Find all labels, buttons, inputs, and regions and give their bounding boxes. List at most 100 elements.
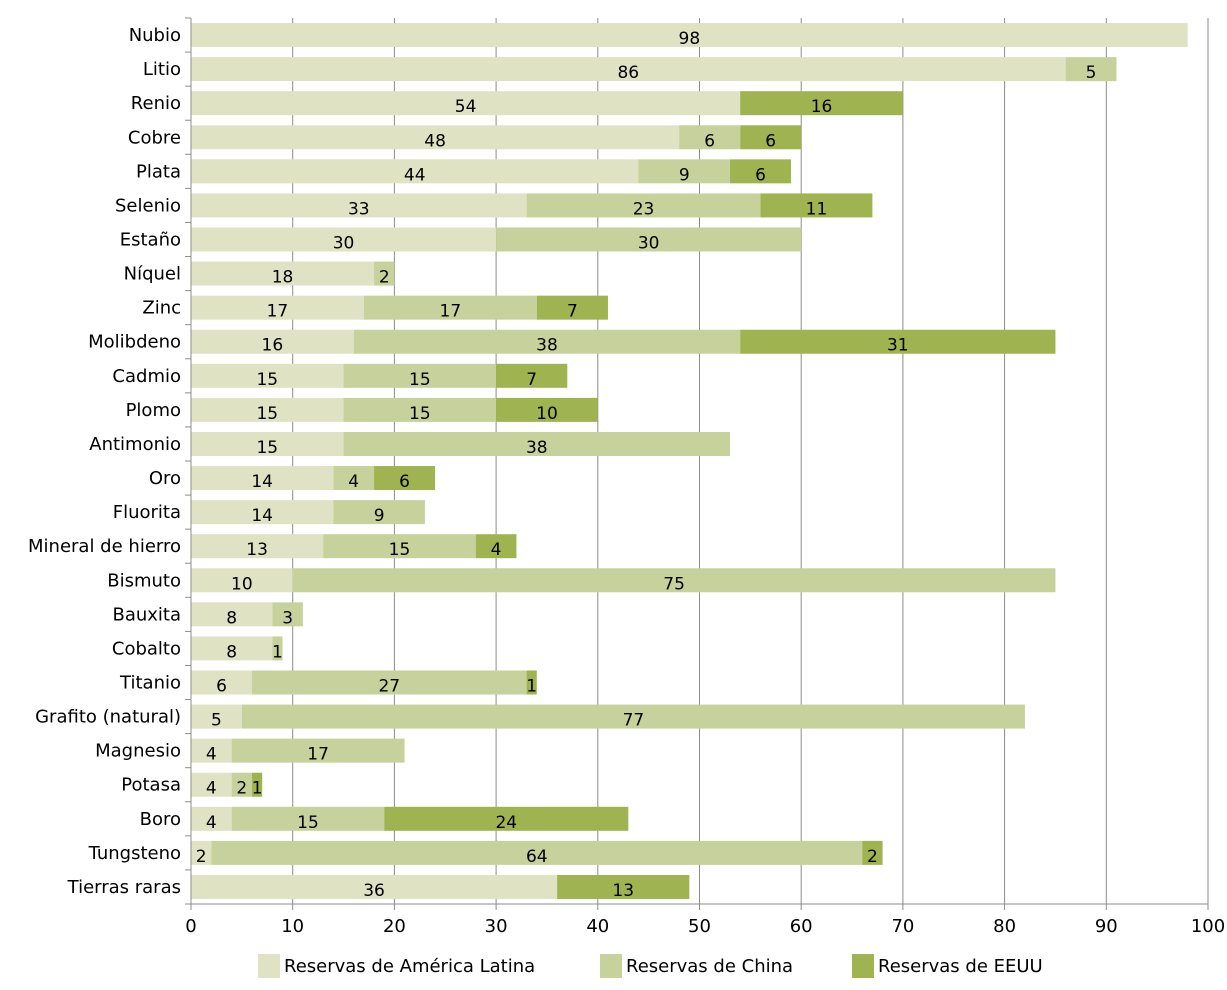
bar-segment [760, 193, 873, 218]
bar-segment [191, 874, 558, 899]
category-label: Molibdeno [88, 332, 181, 353]
data-label: 30 [333, 234, 355, 254]
category-label: Tungsteno [88, 843, 181, 864]
bar-segment [191, 23, 1188, 48]
category-label: Cobalto [112, 638, 181, 659]
data-label: 15 [256, 370, 278, 390]
bar-segment [191, 466, 334, 491]
category-label: Potasa [121, 775, 181, 796]
bar-segment [496, 227, 802, 252]
bar-segment [191, 227, 497, 252]
x-tick-label: 40 [586, 916, 609, 937]
bar-segment [191, 534, 324, 559]
legend-swatch [258, 954, 280, 978]
bar-segment [1065, 57, 1117, 82]
bar-segment [191, 431, 344, 456]
data-label: 17 [267, 302, 289, 322]
data-label: 4 [348, 472, 359, 492]
data-label: 8 [226, 642, 237, 662]
x-tick-label: 20 [383, 916, 406, 937]
x-tick-label: 80 [993, 916, 1016, 937]
data-label: 4 [206, 813, 217, 833]
data-label: 16 [811, 97, 833, 117]
category-label: Cobre [128, 127, 181, 148]
data-label: 64 [526, 847, 548, 867]
bar-segment [638, 159, 731, 184]
data-label: 27 [378, 677, 400, 697]
bar-segment [191, 363, 344, 388]
bar-segment [333, 500, 425, 525]
bar-segment [526, 670, 537, 695]
axes [185, 17, 1209, 910]
data-label: 77 [623, 711, 645, 731]
data-label: 3 [282, 608, 293, 628]
bar-segment [191, 91, 741, 116]
data-label: 5 [1086, 63, 1097, 83]
data-label: 6 [765, 131, 776, 151]
data-label: 38 [526, 438, 548, 458]
legend: Reservas de América Latina Reservas de Ch… [258, 954, 1043, 978]
x-tick-label: 10 [281, 916, 304, 937]
data-label: 48 [424, 131, 446, 151]
data-label: 38 [536, 336, 558, 356]
bar-segment [191, 159, 639, 184]
data-label: 98 [679, 29, 701, 49]
category-label: Boro [140, 809, 181, 830]
bar-segment [191, 57, 1066, 82]
data-label: 13 [612, 881, 634, 901]
data-label: 15 [297, 813, 319, 833]
bar-segment [191, 602, 273, 627]
legend-swatch [600, 954, 622, 978]
bar-segment [536, 295, 608, 320]
category-label: Estaño [120, 230, 181, 251]
data-label: 15 [389, 540, 411, 560]
bar-segment [191, 840, 212, 865]
bar-segment [252, 772, 263, 797]
bar-segment [272, 602, 303, 627]
data-label: 2 [867, 847, 878, 867]
bar-segment [496, 397, 598, 422]
bar-segment [496, 363, 568, 388]
bar-segment [191, 397, 344, 422]
data-label: 1 [526, 677, 537, 697]
bar-segment [740, 125, 802, 150]
bar-segment [740, 91, 903, 116]
x-tick-labels: 0 10 20 30 40 50 60 70 80 90 100 [185, 916, 1225, 937]
bar-segment [272, 636, 283, 661]
category-label: Titanio [119, 673, 181, 694]
data-label: 2 [196, 847, 207, 867]
category-label: Cadmio [112, 366, 181, 387]
data-label: 6 [399, 472, 410, 492]
bar-segment [384, 806, 629, 831]
bar-segment [241, 704, 1025, 729]
bar-segment [231, 772, 253, 797]
data-label: 1 [272, 642, 283, 662]
bar-segment [292, 568, 1056, 593]
bar-segment [191, 261, 375, 286]
x-tick-label: 60 [790, 916, 813, 937]
x-tick-label: 70 [891, 916, 914, 937]
data-label: 16 [262, 336, 284, 356]
data-label: 10 [536, 404, 558, 424]
bar-segment [211, 840, 863, 865]
data-label: 5 [211, 711, 222, 731]
category-label: Fluorita [113, 502, 181, 523]
data-label: 15 [409, 370, 431, 390]
x-tick-label: 100 [1191, 916, 1225, 937]
data-label: 14 [251, 506, 273, 526]
data-label: 18 [272, 268, 294, 288]
data-label: 31 [887, 336, 909, 356]
data-label: 17 [307, 745, 329, 765]
bar-segment [191, 329, 354, 354]
legend-label: Reservas de EEUU [878, 956, 1043, 977]
category-label: Magnesio [95, 741, 181, 762]
bar-segment [191, 636, 273, 661]
bar-segment [191, 500, 334, 525]
bar-segment [191, 125, 680, 150]
category-label: Bismuto [107, 570, 181, 591]
category-label: Oro [149, 468, 181, 489]
category-label: Selenio [115, 195, 181, 216]
data-label: 11 [806, 199, 828, 219]
